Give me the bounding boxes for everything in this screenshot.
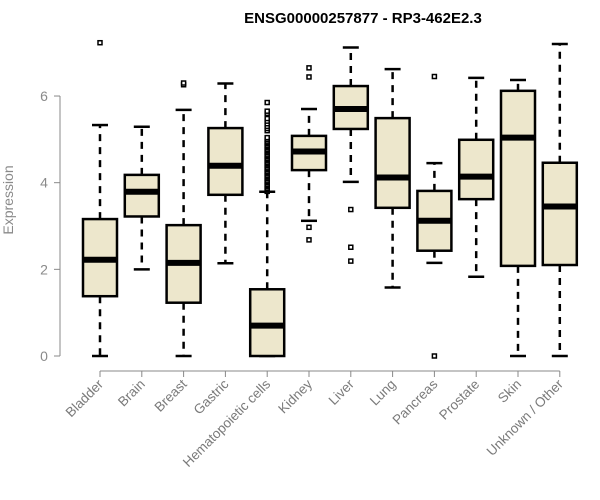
x-tick-label: Unknown / Other: [484, 376, 567, 459]
boxes: [81, 39, 579, 359]
x-tick-label: Prostate: [436, 377, 482, 423]
outlier-point: [264, 115, 270, 122]
outlier-point: [348, 206, 354, 213]
outlier-point: [306, 74, 312, 80]
outlier-point: [306, 237, 312, 243]
box-iqr: [374, 116, 411, 210]
box-iqr: [499, 89, 537, 268]
box-gastric: [207, 82, 244, 265]
y-tick-label: 2: [40, 261, 48, 277]
outlier-point: [180, 80, 187, 86]
box-skin: [499, 78, 537, 358]
chart-title: ENSG00000257877 - RP3-462E2.3: [244, 10, 482, 27]
box-pancreas: [416, 73, 453, 359]
x-tick-label: Breast: [152, 376, 190, 414]
outlier-point: [431, 73, 438, 80]
x-tick-label: Pancreas: [390, 376, 441, 427]
outlier-point: [348, 258, 354, 264]
y-tick-label: 6: [40, 88, 48, 104]
outlier-point: [264, 99, 270, 106]
box-kidney: [290, 65, 328, 243]
box-brain: [123, 125, 161, 271]
box-lung: [374, 67, 411, 289]
x-tick-label: Bladder: [63, 376, 107, 420]
x-tick-label: Liver: [326, 376, 358, 408]
x-tick-label: Kidney: [275, 376, 315, 416]
x-tick-label: Lung: [367, 377, 399, 409]
box-iqr: [248, 288, 286, 358]
y-axis-label: Expression: [0, 165, 16, 234]
outlier-point: [264, 134, 270, 141]
box-prostate: [457, 76, 495, 278]
y-tick-label: 0: [40, 348, 48, 364]
box-hematopoietic-cells: [248, 99, 286, 358]
outlier-point: [306, 224, 312, 231]
x-tick-label: Skin: [495, 377, 524, 406]
box-liver: [332, 46, 370, 264]
box-bladder: [81, 39, 119, 358]
outlier-point: [348, 244, 354, 250]
x-tick-label: Brain: [115, 377, 148, 410]
outlier-point: [97, 39, 103, 46]
x-tick-label: Gastric: [191, 376, 232, 417]
box-iqr: [123, 173, 161, 218]
outlier-point: [264, 108, 270, 114]
box-breast: [165, 80, 202, 358]
box-unknown-other: [541, 42, 579, 358]
box-iqr: [457, 138, 495, 201]
box-iqr: [207, 126, 244, 197]
box-iqr: [541, 161, 579, 267]
y-axis: 0 2 4 6: [40, 88, 61, 364]
outlier-point: [431, 353, 438, 359]
outlier-point: [306, 65, 312, 71]
y-tick-label: 4: [40, 175, 48, 191]
